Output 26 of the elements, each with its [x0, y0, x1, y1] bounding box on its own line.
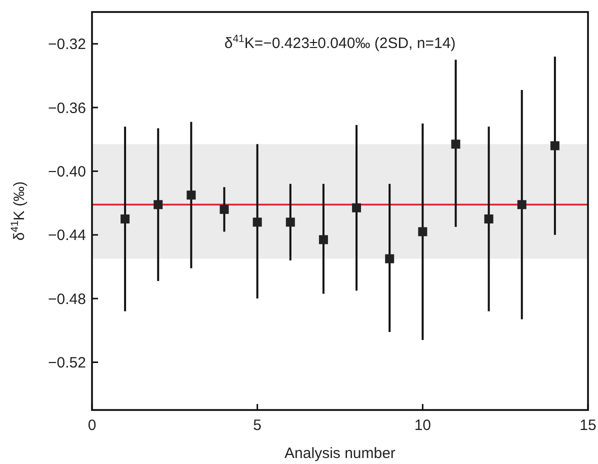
- point: [154, 200, 163, 210]
- point: [385, 254, 394, 264]
- point: [517, 200, 526, 210]
- point: [484, 214, 494, 224]
- x-tick-label: 10: [414, 417, 432, 434]
- y-tick-label: −0.48: [48, 290, 86, 308]
- x-tick-label: 15: [580, 417, 596, 434]
- x-tick-label: 5: [253, 417, 262, 434]
- point: [318, 235, 328, 244]
- point: [286, 218, 295, 227]
- point: [418, 227, 428, 236]
- y-tick-label: −0.40: [48, 163, 86, 180]
- point: [550, 141, 560, 150]
- y-tick-label: −0.36: [48, 100, 86, 117]
- point: [186, 190, 196, 200]
- y-tick-label: −0.52: [48, 354, 86, 372]
- point: [252, 218, 262, 227]
- point: [451, 140, 460, 149]
- annotation: δ$^{41}$K=−0.423±0.040‰ (2SD, n=14): [224, 33, 456, 52]
- y-tick-label: −0.32: [48, 36, 86, 54]
- point: [352, 203, 362, 212]
- x-tick-label: 0: [88, 417, 96, 434]
- point: [220, 204, 229, 214]
- x-axis-title: Analysis number: [284, 445, 396, 462]
- y-tick-label: −0.44: [48, 227, 86, 244]
- point: [120, 214, 130, 224]
